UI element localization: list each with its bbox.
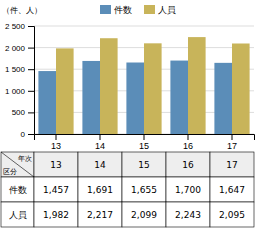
grid	[34, 26, 254, 134]
table-value: 2,217	[87, 210, 113, 220]
table-cell	[78, 202, 122, 227]
tick-mark	[28, 112, 34, 113]
table-value: 1,691	[87, 185, 113, 195]
tick: 16	[183, 134, 193, 151]
bar	[170, 61, 188, 134]
tick-label: 13	[51, 141, 61, 151]
tick: 17	[227, 134, 237, 151]
bar-series	[56, 37, 250, 134]
table-value: 2,099	[131, 210, 157, 220]
legend-item: 人員	[144, 5, 176, 15]
tick-label: 2 500	[5, 22, 26, 31]
tick-mark	[232, 134, 233, 140]
table-value: 1,700	[175, 185, 201, 195]
table-cell	[1, 152, 34, 177]
bar	[126, 63, 144, 134]
bar	[188, 37, 206, 134]
table: 年次区分 13 14 15 16 17 件数 1,457 1,691 1,655 1,700 1,64…	[1, 152, 254, 227]
axis-title: （件、人）	[2, 6, 42, 15]
table-value: 1,655	[131, 185, 157, 195]
bar	[144, 43, 162, 134]
tick: 15	[139, 134, 149, 151]
table-corner-label: 年次	[18, 155, 32, 163]
table-header: 13	[50, 160, 61, 170]
table-value: 2,095	[219, 210, 245, 220]
table-header: 15	[138, 160, 149, 170]
table-cell	[34, 152, 78, 177]
table-cell	[166, 152, 210, 177]
table-cell	[122, 152, 166, 177]
bars	[38, 37, 249, 134]
table-cell	[78, 177, 122, 202]
table-cell	[1, 202, 34, 227]
tick-mark	[100, 134, 101, 140]
legend-label: 件数	[114, 5, 132, 15]
table-row-label: 件数	[9, 185, 27, 195]
table-cell	[122, 202, 166, 227]
table-cell	[34, 177, 78, 202]
y-axis: 0 500 1 000 1 500 2 000 2 500	[5, 22, 35, 139]
table-header: 17	[226, 160, 237, 170]
legend-swatch	[144, 5, 155, 14]
table-corner-label: 区分	[3, 168, 17, 176]
chart: 0 500 1 000 1 500 2 000 2 500 13 14 15 16 17 （件、人） 件…	[0, 0, 257, 231]
legend-item: 件数	[100, 5, 132, 15]
tick-label: 1 000	[5, 87, 26, 96]
table-value: 1,647	[219, 185, 245, 195]
tick-mark	[28, 91, 34, 92]
tick: 1 500	[5, 65, 34, 74]
table-cell	[1, 177, 34, 202]
tick: 13	[51, 134, 61, 151]
tick-mark	[28, 134, 34, 135]
tick-mark	[28, 69, 34, 70]
bar	[82, 61, 100, 134]
tick-label: 2 000	[5, 44, 26, 53]
table-value: 1,982	[43, 210, 69, 220]
tick-mark	[56, 134, 57, 140]
table-header: 16	[182, 160, 194, 170]
table-cell	[166, 177, 210, 202]
tick: 1 000	[5, 87, 34, 96]
table-cell	[34, 202, 78, 227]
tick-label: 16	[183, 141, 193, 151]
table-cell	[78, 152, 122, 177]
tick-label: 0	[21, 130, 26, 139]
table-value: 2,243	[175, 210, 201, 220]
legend: 件数 人員	[100, 5, 176, 15]
legend-label: 人員	[158, 5, 176, 15]
table-cell	[210, 152, 254, 177]
table-value: 1,457	[43, 185, 69, 195]
table-cell	[210, 177, 254, 202]
tick-mark	[188, 134, 189, 140]
tick-label: 17	[227, 141, 237, 151]
bar	[56, 48, 74, 134]
bar	[100, 38, 118, 134]
table-cell	[166, 202, 210, 227]
axis-line	[35, 135, 255, 141]
legend-swatch	[100, 5, 111, 14]
bar	[38, 71, 56, 134]
tick-mark	[28, 26, 34, 27]
bar	[232, 43, 250, 134]
tick-mark	[144, 134, 145, 140]
table-cell	[122, 177, 166, 202]
bar	[214, 63, 232, 134]
table-header: 14	[94, 160, 106, 170]
tick-label: 1 500	[5, 65, 26, 74]
tick: 500	[12, 108, 34, 117]
grid-line	[34, 26, 254, 27]
tick: 14	[95, 134, 105, 151]
table-cell	[210, 202, 254, 227]
tick-mark	[28, 48, 34, 49]
tick-label: 14	[95, 141, 105, 151]
tick: 2 000	[5, 44, 34, 53]
table-row-label: 人員	[9, 210, 27, 220]
axis-line	[28, 27, 35, 135]
tick-label: 500	[12, 108, 26, 117]
table-diagonal	[1, 152, 34, 177]
tick: 2 500	[5, 22, 34, 31]
x-axis: 13 14 15 16 17	[35, 134, 255, 151]
tick-label: 15	[139, 141, 149, 151]
tick: 0	[21, 130, 34, 139]
